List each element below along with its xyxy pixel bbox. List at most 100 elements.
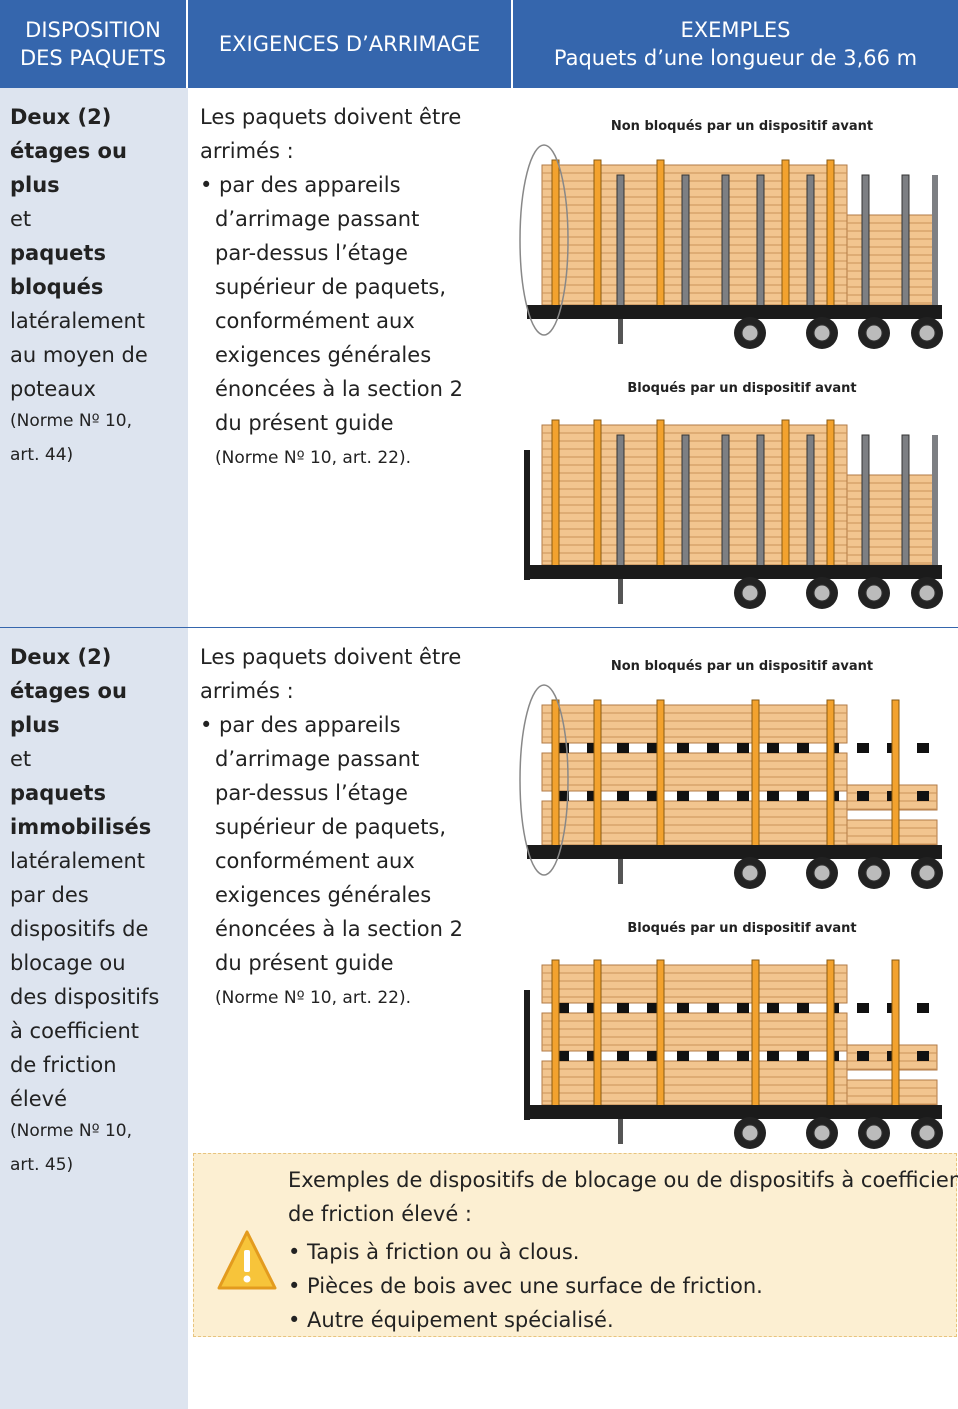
drawing-part — [857, 1003, 869, 1013]
text-line: étages ou — [10, 679, 127, 703]
left-column — [0, 88, 188, 1409]
drawing-part — [737, 791, 749, 801]
drawing-part — [826, 419, 835, 571]
header-cell: EXIGENCES D’ARRIMAGE — [188, 0, 511, 88]
text-line: latéralement — [10, 309, 146, 333]
drawing-part — [861, 434, 870, 571]
text-line: de friction — [10, 1053, 117, 1077]
header-text: DES PAQUETS — [19, 46, 167, 70]
drawing-part — [806, 174, 815, 311]
text-line: Deux (2) — [10, 105, 112, 129]
text-line: blocage ou — [10, 951, 126, 975]
text-line: • Autre équipement spécialisé. — [288, 1308, 614, 1332]
text-line: arrimés : — [200, 679, 294, 703]
text-line: énoncées à la section 2 — [215, 917, 463, 941]
drawing-part — [656, 159, 665, 311]
drawing-part — [527, 305, 942, 319]
text-line: paquets — [10, 241, 106, 265]
drawing-part — [618, 1119, 623, 1144]
drawing-part — [587, 743, 599, 753]
drawing-part — [741, 324, 759, 342]
drawing-part — [767, 1051, 779, 1061]
drawing-part — [557, 743, 569, 753]
text-line: étages ou — [10, 139, 127, 163]
header-cell: DISPOSITION DES PAQUETS — [0, 0, 186, 88]
drawing-part — [901, 434, 910, 571]
drawing-part — [707, 743, 719, 753]
drawing-part — [519, 684, 569, 876]
drawing-part — [918, 864, 936, 882]
drawing-part — [618, 859, 623, 884]
header-text: EXEMPLES — [680, 18, 791, 42]
text-line: élevé — [10, 1087, 68, 1111]
drawing-part — [932, 175, 938, 310]
text-line: par des — [10, 883, 89, 907]
text-line: des dispositifs — [10, 985, 160, 1009]
drawing-part — [677, 743, 689, 753]
drawing-part — [541, 424, 848, 566]
drawing-part — [797, 1003, 809, 1013]
text-line: (Norme Nº 10, art. 22). — [215, 988, 411, 1008]
drawing-part — [781, 159, 790, 311]
drawing-part — [797, 791, 809, 801]
drawing-part — [797, 1051, 809, 1061]
drawing-part — [865, 864, 883, 882]
drawing-part — [656, 959, 665, 1111]
drawing-part — [616, 434, 625, 571]
text-line: • Pièces de bois avec une surface de fri… — [288, 1274, 763, 1298]
drawing-part — [891, 959, 900, 1111]
drawing-part — [541, 800, 848, 846]
drawing-part — [656, 699, 665, 851]
drawing-part — [917, 743, 929, 753]
text-line: Les paquets doivent être — [200, 105, 462, 129]
drawing-part — [519, 144, 569, 336]
drawing-part — [593, 699, 602, 851]
drawing-part — [865, 584, 883, 602]
drawing-part — [767, 791, 779, 801]
text-line: supérieur de paquets, — [215, 275, 447, 299]
text-line: de friction élevé : — [288, 1202, 473, 1226]
drawing-part — [857, 791, 869, 801]
text-line: énoncées à la section 2 — [215, 377, 463, 401]
drawing-part — [813, 584, 831, 602]
text-line: du présent guide — [215, 951, 394, 975]
caption: Non bloqués par un dispositif avant — [610, 659, 874, 674]
text-line: exigences générales — [215, 343, 432, 367]
caption: Bloqués par un dispositif avant — [627, 381, 857, 396]
text-line: par-dessus l’étage — [215, 781, 408, 805]
header-text: EXIGENCES D’ARRIMAGE — [218, 32, 481, 56]
text-line: latéralement — [10, 849, 146, 873]
drawing-part — [806, 434, 815, 571]
drawing-part — [721, 434, 730, 571]
drawing-part — [857, 1051, 869, 1061]
drawing-part — [826, 159, 835, 311]
text-line: et — [10, 207, 32, 231]
drawing-part — [861, 174, 870, 311]
drawing-part — [557, 1051, 569, 1061]
text-line: et — [10, 747, 32, 771]
text-line: poteaux — [10, 377, 96, 401]
drawing-part — [737, 1051, 749, 1061]
drawing-part — [616, 174, 625, 311]
drawing-part — [647, 743, 659, 753]
drawing-part — [826, 699, 835, 851]
drawing-part — [524, 990, 530, 1120]
drawing-part — [813, 1124, 831, 1142]
drawing-part — [918, 324, 936, 342]
drawing-part — [846, 214, 938, 306]
text-line: plus — [10, 173, 60, 197]
text-line: par-dessus l’étage — [215, 241, 408, 265]
text-line: art. 44) — [10, 445, 74, 465]
text-line: • Tapis à friction ou à clous. — [288, 1240, 580, 1264]
drawing-part — [593, 959, 602, 1111]
drawing-part — [557, 791, 569, 801]
drawing-part — [618, 319, 623, 344]
text-line: conformément aux — [215, 849, 415, 873]
drawing-part — [551, 699, 560, 851]
text-line: conformément aux — [215, 309, 415, 333]
drawing-part — [587, 791, 599, 801]
drawing-part — [557, 1003, 569, 1013]
drawing-part — [541, 1060, 848, 1106]
caption: Bloqués par un dispositif avant — [627, 921, 857, 936]
